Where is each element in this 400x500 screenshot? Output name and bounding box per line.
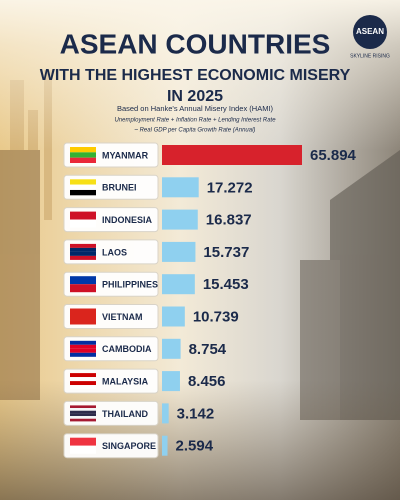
flag-stripe [70,157,96,163]
formula: – Real GDP per Capita Growth Rate (Annua… [134,128,256,134]
bar [162,177,199,198]
flag-stripe [70,247,96,252]
logo: ASEAN SKYLINE RISING [350,15,390,59]
flag-stripe [70,381,96,386]
bar [162,435,168,456]
flag-stripe [70,373,96,378]
bar [162,145,302,165]
flag-stripe [70,385,96,390]
flag-stripe [70,276,96,285]
bar [162,371,180,392]
category-label: BRUNEI [102,183,137,193]
category-label: LAOS [102,247,127,257]
category-label: MYANMAR [102,150,149,160]
row: LAOS 15.737 [63,239,249,265]
category-label: CAMBODIA [102,344,152,354]
bar [162,338,181,359]
row: MYANMAR 65.894 [63,142,357,168]
value-label: 15.453 [203,276,249,293]
flag-stripe [70,340,96,345]
flag-stripe [70,348,96,353]
flag-stripe [70,211,96,220]
flag-stripe [70,344,96,349]
category-label: SINGAPORE [102,441,156,451]
logo-name: ASEAN [356,27,384,36]
flag-stripe [70,179,96,185]
value-label: 16.837 [206,212,252,229]
value-label: 3.142 [177,405,215,422]
flag-stripe [70,251,96,256]
logo-badge [353,15,387,49]
row: BRUNEI 17.272 [63,174,253,200]
flag-stripe [70,416,96,419]
flag-stripe [70,255,96,260]
value-label: 10.739 [193,308,239,325]
value-label: 2.594 [176,438,214,455]
row: MALAYSIA 8.456 [63,368,226,394]
category-label: VIETNAM [102,312,143,322]
chart-subtitle: WITH THE HIGHEST ECONOMIC MISERY [40,67,351,84]
bar [162,274,195,295]
row: CAMBODIA 8.754 [63,336,227,362]
row: INDONESIA 16.837 [63,207,252,233]
flag-stripe [70,418,96,422]
flag-stripe [70,352,96,357]
flag-stripe [70,189,96,196]
chart-subtitle: IN 2025 [167,88,223,105]
flag-stripe [70,243,96,248]
source-note: Based on Hanke's Annual Misery Index (HA… [117,104,274,113]
row: SINGAPORE 2.594 [63,433,214,459]
header-fade [0,0,400,150]
value-label: 8.456 [188,373,226,390]
flag-stripe [70,184,96,190]
bar [162,209,198,230]
category-label: THAILAND [102,409,148,419]
flag-stripe [70,377,96,382]
category-label: INDONESIA [102,215,153,225]
value-label: 65.894 [310,147,357,164]
flag-stripe [70,405,96,409]
value-label: 17.272 [207,179,253,196]
category-label: PHILIPPINES [102,280,158,290]
flag-stripe [70,408,96,411]
logo-tagline: SKYLINE RISING [350,53,390,59]
value-label: 15.737 [203,244,249,261]
flag-stripe [70,152,96,158]
flag-stripe [70,437,96,446]
flag-stripe [70,219,96,228]
bar [162,403,169,424]
row: PHILIPPINES 15.453 [63,271,249,297]
flag-stripe [70,410,96,414]
flag-stripe [70,147,96,153]
flag-stripe [70,413,96,417]
bar [162,306,185,327]
formula: Unemployment Rate + Inflation Rate + Len… [114,118,276,124]
bar [162,241,196,262]
flag-stripe [70,445,96,454]
row: VIETNAM 10.739 [63,304,239,329]
row: THAILAND 3.142 [63,400,215,426]
chart-title: ASEAN COUNTRIES [60,28,331,59]
flag-stripe [70,308,96,325]
flag-stripe [70,284,96,293]
category-label: MALAYSIA [102,376,149,386]
value-label: 8.754 [189,341,227,358]
